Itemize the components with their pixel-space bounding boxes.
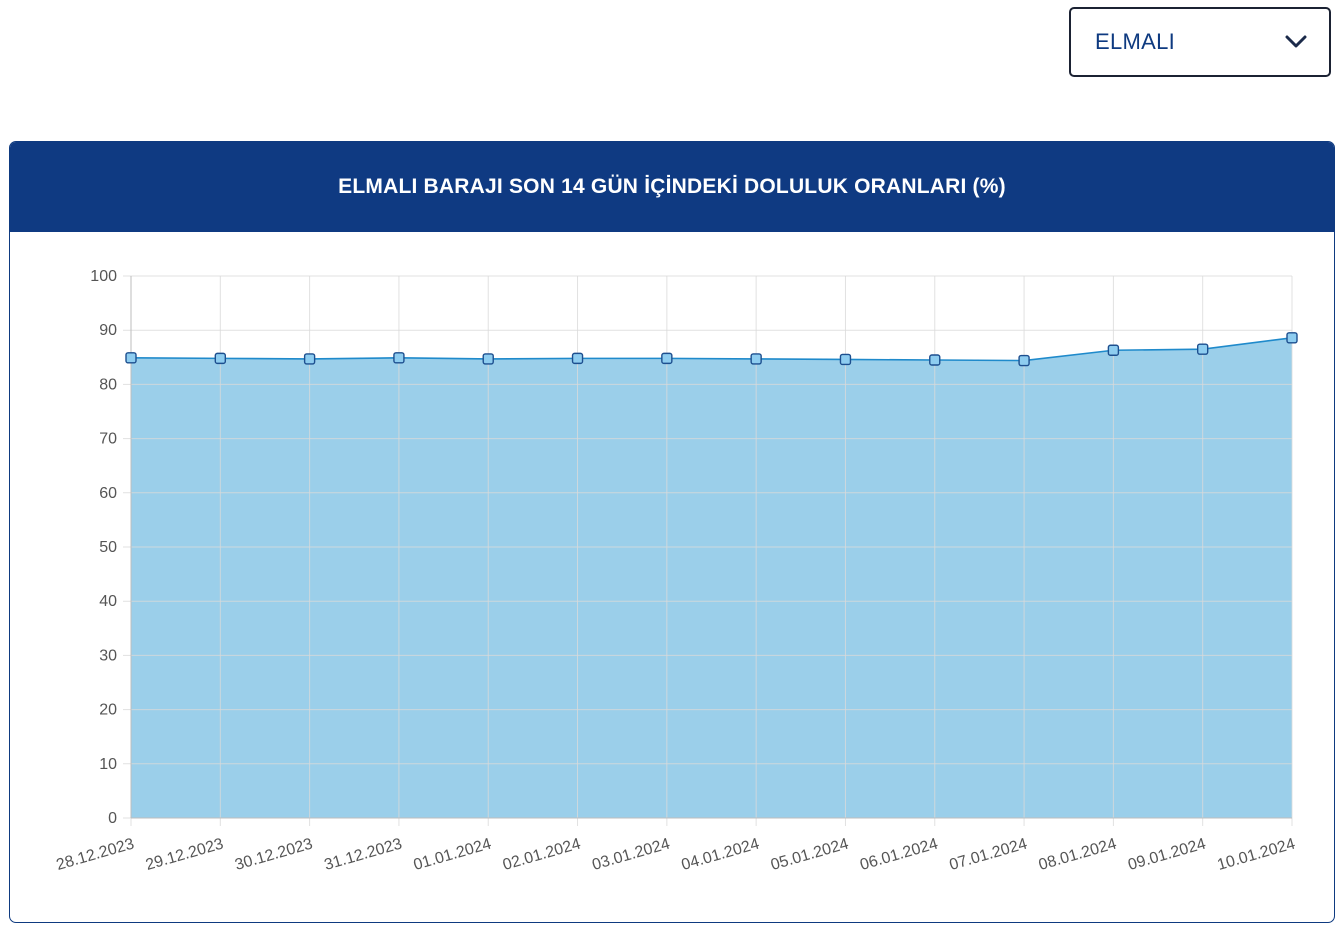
x-tick-label: 09.01.2024	[1126, 835, 1208, 873]
dam-selector-value: ELMALI	[1095, 29, 1176, 54]
area-fill	[131, 337, 1292, 818]
y-tick-label: 30	[99, 647, 117, 664]
data-point	[125, 352, 137, 364]
data-point	[571, 352, 584, 365]
data-point	[750, 353, 762, 365]
y-tick-label: 100	[90, 268, 117, 285]
data-point	[1018, 354, 1030, 367]
series-line	[130, 336, 1293, 362]
y-tick-label: 60	[99, 485, 117, 502]
y-tick-label: 90	[99, 322, 117, 339]
chevron-down-icon	[1285, 35, 1307, 48]
x-tick-label: 06.01.2024	[858, 835, 940, 873]
y-tick-label: 0	[108, 810, 117, 827]
y-tick-label: 40	[99, 593, 117, 610]
data-point	[303, 353, 316, 365]
data-point	[929, 354, 941, 366]
x-tick-label: 29.12.2023	[144, 835, 226, 873]
x-tick-label: 03.01.2024	[590, 835, 672, 873]
chart-title: ELMALI BARAJI SON 14 GÜN İÇİNDEKİ DOLULU…	[338, 175, 1006, 198]
y-tick-label: 70	[99, 431, 117, 448]
data-point	[1286, 332, 1298, 344]
x-tick-label: 04.01.2024	[680, 835, 762, 873]
data-point	[393, 352, 405, 364]
x-tick-label: 08.01.2024	[1037, 835, 1119, 873]
x-tick-label: 30.12.2023	[233, 835, 315, 873]
x-tick-label: 10.01.2024	[1215, 835, 1297, 873]
data-point	[839, 353, 852, 366]
x-tick-label: 28.12.2023	[54, 835, 136, 873]
data-point	[661, 352, 673, 365]
dam-selector-dropdown[interactable]: ELMALI	[1069, 7, 1331, 77]
x-tick-label: 01.01.2024	[412, 835, 494, 873]
y-tick-label: 10	[99, 756, 117, 773]
y-tick-label: 20	[99, 702, 117, 719]
x-tick-label: 07.01.2024	[948, 835, 1030, 873]
x-tick-label: 02.01.2024	[501, 835, 583, 873]
y-tick-label: 50	[99, 539, 117, 556]
data-point	[1196, 343, 1209, 355]
data-point	[1107, 344, 1120, 356]
x-tick-label: 05.01.2024	[769, 835, 851, 873]
data-point	[482, 353, 494, 365]
card-header: ELMALI BARAJI SON 14 GÜN İÇİNDEKİ DOLULU…	[10, 142, 1334, 232]
data-point	[214, 352, 227, 365]
x-tick-label: 31.12.2023	[322, 835, 404, 873]
y-tick-label: 80	[99, 376, 117, 393]
